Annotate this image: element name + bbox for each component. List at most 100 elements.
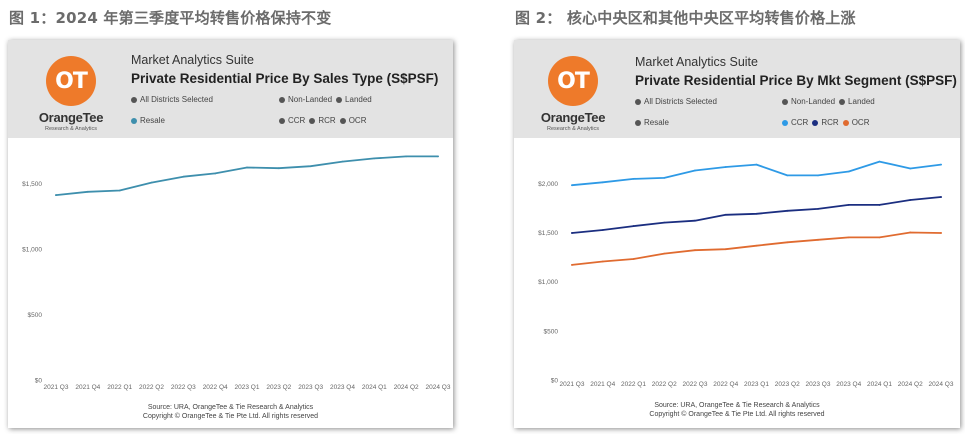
y-tick-label: $0 (35, 378, 43, 385)
segment-rcr[interactable]: RCR (318, 116, 336, 125)
data-point-ccr (817, 174, 819, 177)
x-tick-label: 2021 Q3 (44, 384, 69, 391)
legend-ocr[interactable]: OCR (851, 118, 870, 127)
data-point-ccr (878, 160, 881, 163)
data-point-ccr (601, 181, 604, 184)
data-point-ocr (663, 252, 666, 255)
ccr-legend-icon (782, 119, 788, 126)
suite-name: Market Analytics Suite (635, 55, 758, 69)
data-point-resale (373, 157, 376, 160)
bullet-icon (339, 117, 346, 124)
panel-header: OT OrangeTee Research & Analytics Market… (514, 40, 960, 138)
data-point-ocr (817, 238, 819, 241)
data-point-rcr (632, 225, 635, 227)
data-point-rcr (817, 207, 819, 210)
data-point-resale (246, 166, 248, 169)
property-type-non-landed[interactable]: Non-Landed (288, 95, 333, 104)
data-point-resale (341, 160, 344, 163)
x-tick-label: 2024 Q2 (394, 384, 419, 391)
bullet-icon (635, 98, 641, 105)
data-point-resale (214, 172, 217, 175)
legend-ccr[interactable]: CCR (791, 118, 809, 127)
data-point-resale (150, 181, 153, 184)
data-point-ccr (786, 174, 789, 177)
data-point-ocr (632, 258, 635, 260)
source-note: Source: URA, OrangeTee & Tie Research & … (514, 401, 960, 419)
x-tick-label: 2022 Q4 (203, 384, 228, 391)
y-tick-label: $1,500 (538, 230, 558, 237)
logo-name: OrangeTee (540, 110, 606, 125)
data-point-resale (437, 155, 439, 158)
property-type-non-landed[interactable]: Non-Landed (791, 97, 836, 106)
legend-rcr[interactable]: RCR (821, 118, 839, 127)
sale-type-slicer[interactable]: Resale (131, 116, 165, 125)
districts-slicer[interactable]: All Districts Selected (635, 97, 717, 106)
data-point-ocr (601, 260, 604, 263)
x-tick-label: 2023 Q1 (744, 381, 769, 388)
data-point-rcr (909, 199, 912, 201)
copyright-text: Copyright © OrangeTee & Tie Pte Ltd. All… (649, 411, 825, 418)
series-line-resale (55, 155, 439, 196)
logo-name: OrangeTee (38, 110, 104, 125)
x-tick-label: 2023 Q4 (836, 381, 861, 388)
x-tick-label: 2022 Q4 (713, 381, 738, 388)
data-point-ocr (571, 264, 573, 266)
property-type-slicer[interactable]: Non-Landed Landed (782, 97, 879, 106)
bullet-icon (635, 119, 641, 126)
data-point-ocr (940, 232, 942, 234)
x-tick-label: 2024 Q2 (898, 381, 923, 388)
sale-type-slicer[interactable]: Resale (635, 118, 669, 127)
data-point-ccr (571, 184, 573, 187)
figure-2-caption: 图 2： 核心中央区和其他中央区平均转售价格上涨 (515, 9, 856, 27)
segment-legend[interactable]: CCR RCR OCR (782, 118, 873, 127)
rcr-legend-icon (812, 119, 819, 126)
property-type-landed[interactable]: Landed (848, 97, 875, 106)
data-point-ccr (755, 163, 758, 166)
data-point-ocr (878, 236, 881, 239)
y-tick-label: $1,500 (22, 181, 42, 188)
suite-name: Market Analytics Suite (131, 53, 254, 67)
y-tick-label: $2,000 (538, 181, 558, 188)
bullet-icon (839, 98, 846, 105)
data-point-ccr (694, 169, 696, 172)
data-point-rcr (878, 204, 881, 206)
sale-type-resale[interactable]: Resale (140, 116, 165, 125)
property-type-landed[interactable]: Landed (345, 95, 372, 104)
data-point-ocr (755, 244, 758, 247)
property-type-slicer[interactable]: Non-Landed Landed (279, 95, 376, 104)
source-note: Source: URA, OrangeTee & Tie Research & … (8, 403, 453, 421)
x-tick-label: 2024 Q3 (929, 381, 954, 388)
x-tick-label: 2022 Q3 (683, 381, 708, 388)
copyright-text: Copyright © OrangeTee & Tie Pte Ltd. All… (142, 413, 319, 420)
panel-header: OT OrangeTee Research & Analytics Market… (8, 40, 453, 138)
segment-slicer[interactable]: CCR RCR OCR (279, 116, 370, 125)
y-tick-label: $500 (28, 312, 43, 319)
sale-type-resale[interactable]: Resale (644, 118, 669, 127)
chart-title: Private Residential Price By Sales Type … (131, 71, 439, 86)
data-point-ocr (847, 236, 850, 239)
series-line-ocr (571, 231, 942, 266)
data-point-resale (86, 190, 89, 193)
data-point-ocr (694, 249, 696, 252)
x-tick-label: 2021 Q4 (590, 381, 615, 388)
x-tick-label: 2021 Q3 (560, 381, 585, 388)
segment-ocr[interactable]: OCR (348, 116, 367, 125)
bullet-icon (279, 117, 285, 124)
series-line-rcr (571, 196, 942, 234)
chart-panel-2: OT OrangeTee Research & Analytics Market… (514, 40, 960, 428)
segment-ccr[interactable]: CCR (288, 116, 306, 125)
x-tick-label: 2023 Q2 (266, 384, 291, 391)
data-point-rcr (755, 212, 758, 215)
orangetee-logo-icon: OT (46, 56, 96, 106)
orangetee-logo: OT OrangeTee Research & Analytics (26, 56, 116, 132)
data-point-resale (182, 175, 185, 178)
x-tick-label: 2023 Q3 (806, 381, 831, 388)
data-point-ocr (786, 241, 789, 244)
logo-subtitle: Research & Analytics (45, 126, 97, 132)
line-chart-sales-type: $0 $500 $1,000 $1,500 2021 Q3 2021 Q4 2022 Q1 2… (22, 155, 451, 391)
districts-label: All Districts Selected (140, 95, 213, 104)
data-point-ocr (909, 231, 912, 234)
data-point-ccr (940, 163, 942, 166)
logo-subtitle: Research & Analytics (547, 126, 599, 132)
districts-slicer[interactable]: All Districts Selected (131, 95, 213, 104)
